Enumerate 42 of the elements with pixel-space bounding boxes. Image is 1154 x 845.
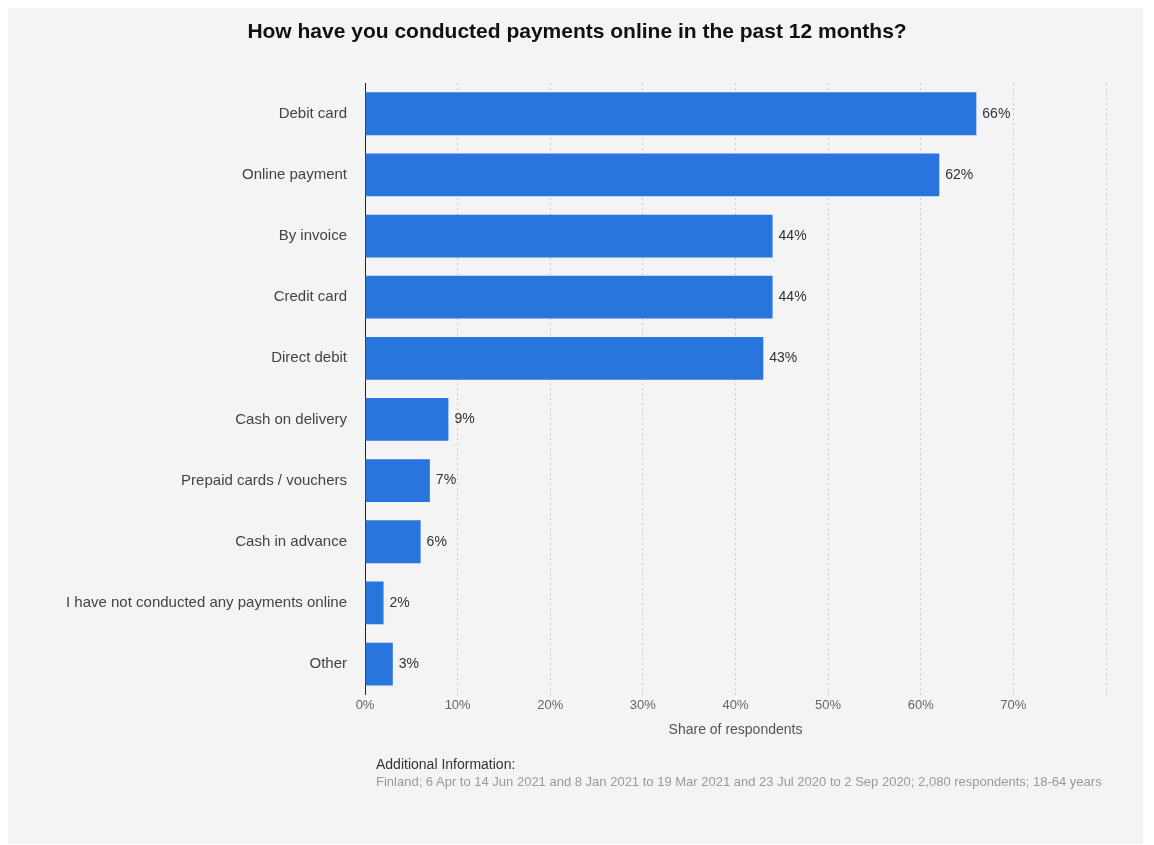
bar	[365, 398, 449, 441]
y-tick-label: Debit card	[278, 103, 348, 121]
data-label: 2%	[389, 593, 410, 610]
bar	[365, 275, 773, 319]
x-tick-label: 50%	[815, 696, 842, 712]
x-tick-label: 60%	[907, 696, 935, 712]
bar	[365, 336, 764, 380]
y-tick-label: By invoice	[278, 226, 348, 244]
bar	[365, 459, 430, 503]
x-tick-label: 30%	[629, 696, 657, 712]
x-axis-title: Share of respondents	[668, 721, 803, 738]
y-tick-label: Cash in advance	[235, 531, 348, 549]
data-label: 62%	[945, 165, 974, 182]
y-tick-label: Online payment	[241, 165, 348, 183]
data-label: 44%	[778, 226, 807, 243]
bar	[365, 520, 421, 564]
data-label: 3%	[398, 654, 420, 671]
x-tick-label: 0%	[355, 696, 375, 712]
data-label: 9%	[454, 410, 475, 427]
y-tick-label: Other	[309, 654, 348, 672]
x-tick-label: 20%	[537, 696, 564, 712]
y-tick-label: Prepaid cards / vouchers	[181, 470, 348, 488]
y-tick-label: Credit card	[273, 287, 348, 305]
y-tick-label: Cash on delivery	[235, 409, 348, 427]
bar	[365, 581, 384, 625]
data-label: 44%	[778, 288, 807, 305]
x-tick-label: 40%	[722, 696, 749, 712]
text: Finland; 6 Apr to 14 Jun 2021 and 8 Jan 2021 to 19 Mar 2021 and 23 Jul 2020 to 2 Sep 2020; 2,080 respondents; 18-64 years	[376, 773, 1103, 790]
bar	[365, 642, 393, 686]
y-tick-label: Direct debit	[271, 348, 348, 366]
data-label: 6%	[426, 532, 447, 549]
text: Additional Information:	[376, 756, 517, 773]
bar	[365, 92, 977, 136]
x-tick-label: 70%	[1000, 696, 1027, 712]
data-label: 43%	[769, 349, 798, 366]
data-label: 7%	[435, 471, 457, 488]
x-tick-label: 10%	[444, 696, 472, 712]
bar	[365, 153, 940, 197]
data-label: 66%	[982, 104, 1011, 121]
chart-title: How have you conducted payments online in the past 12 months?	[247, 19, 907, 43]
bar	[365, 214, 773, 258]
y-tick-label: I have not conducted any payments online	[65, 593, 348, 611]
